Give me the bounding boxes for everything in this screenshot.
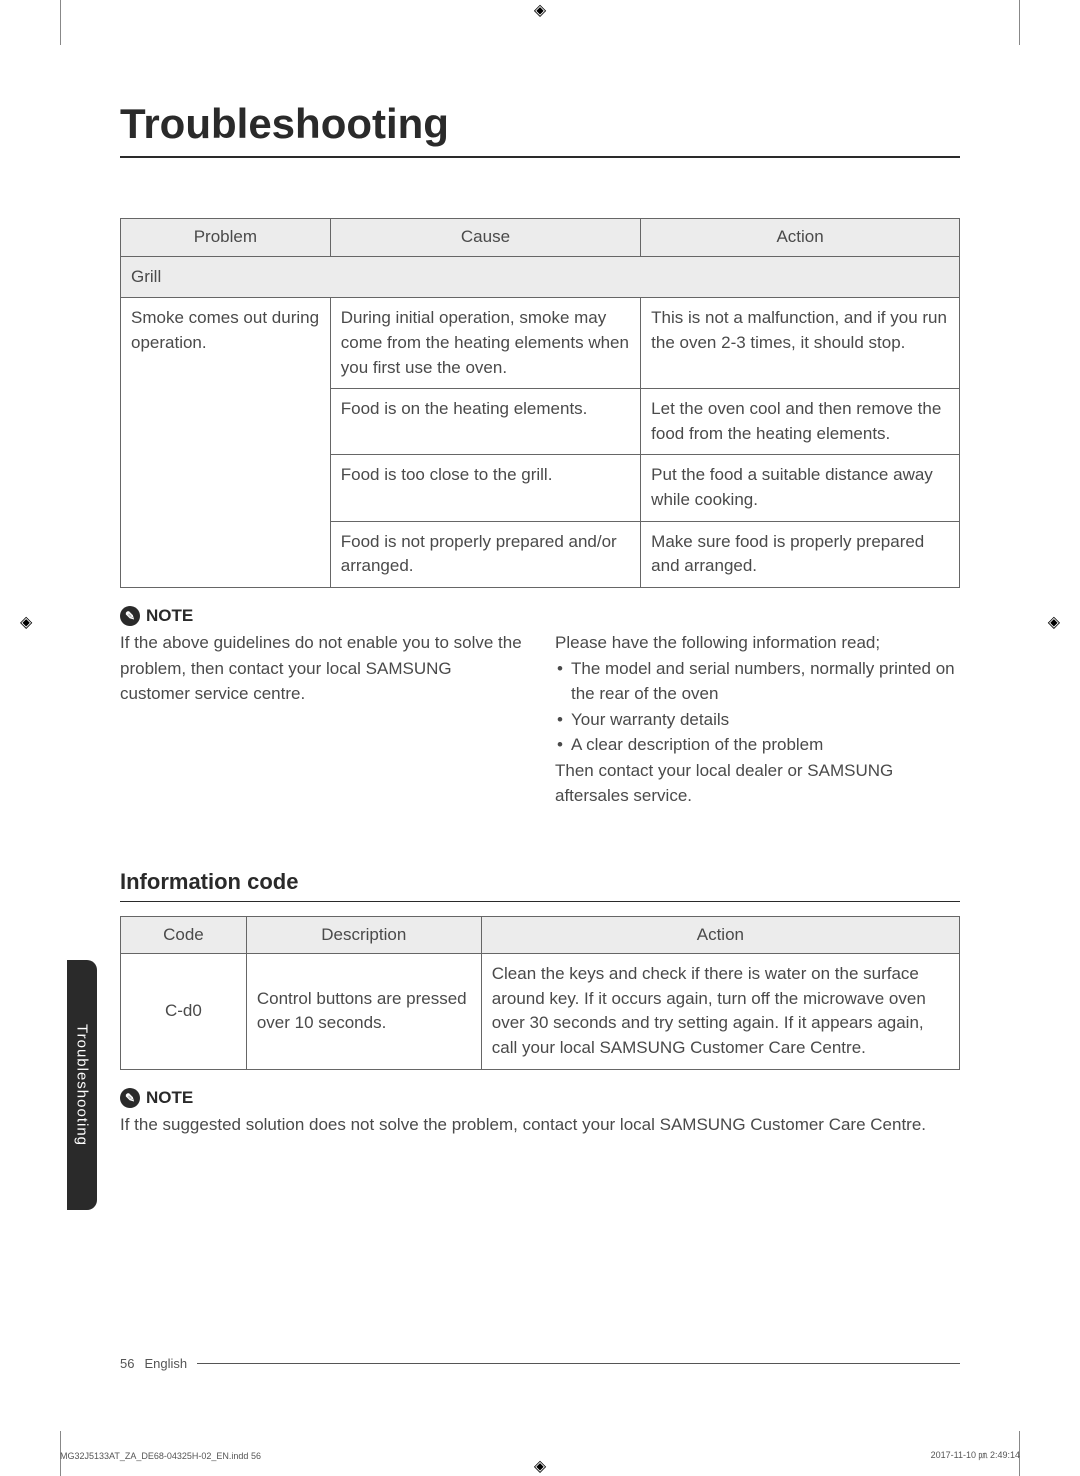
- note-right-outro: Then contact your local dealer or SAMSUN…: [555, 758, 960, 809]
- side-tab: Troubleshooting: [67, 960, 97, 1210]
- note-icon: ✎: [120, 1088, 140, 1108]
- table-header-action: Action: [641, 219, 960, 257]
- table-header-action: Action: [481, 916, 959, 954]
- table-header-cause: Cause: [330, 219, 640, 257]
- note-label: NOTE: [146, 1088, 193, 1108]
- table-cell-cause: Food is on the heating elements.: [330, 389, 640, 455]
- page-title: Troubleshooting: [120, 100, 960, 158]
- table-cell-action: Clean the keys and check if there is wat…: [481, 954, 959, 1070]
- troubleshooting-table: Problem Cause Action Grill Smoke comes o…: [120, 218, 960, 588]
- table-section-header: Grill: [121, 256, 960, 298]
- table-cell-action: Put the food a suitable distance away wh…: [641, 455, 960, 521]
- note-bullet: A clear description of the problem: [555, 732, 960, 758]
- crop-line: [60, 0, 61, 45]
- crop-mark-icon: [1048, 612, 1060, 632]
- table-cell-action: This is not a malfunction, and if you ru…: [641, 298, 960, 389]
- table-cell-cause: During initial operation, smoke may come…: [330, 298, 640, 389]
- crop-mark-icon: [500, 0, 580, 40]
- table-header-code: Code: [121, 916, 247, 954]
- note-header: ✎ NOTE: [120, 1088, 960, 1108]
- crop-mark-icon: [20, 612, 32, 632]
- page-lang: English: [144, 1356, 187, 1371]
- section-title: Information code: [120, 869, 960, 902]
- page-footer: 56 English: [120, 1356, 960, 1371]
- footer-line: [197, 1363, 960, 1364]
- note-bullet: The model and serial numbers, normally p…: [555, 656, 960, 707]
- crop-line: [1019, 0, 1020, 45]
- note-header: ✎ NOTE: [120, 606, 960, 626]
- note-left-text: If the above guidelines do not enable yo…: [120, 630, 525, 809]
- table-cell-problem: Smoke comes out during operation.: [121, 298, 331, 588]
- page-number: 56: [120, 1356, 134, 1371]
- note-bullet: Your warranty details: [555, 707, 960, 733]
- print-footer-left: MG32J5133AT_ZA_DE68-04325H-02_EN.indd 56: [60, 1451, 261, 1461]
- crop-mark-icon: [534, 1456, 546, 1476]
- table-cell-action: Make sure food is properly prepared and …: [641, 521, 960, 587]
- table-header-problem: Problem: [121, 219, 331, 257]
- note-right-intro: Please have the following information re…: [555, 630, 960, 656]
- note-label: NOTE: [146, 606, 193, 626]
- side-tab-label: Troubleshooting: [74, 1024, 91, 1146]
- note-text: If the suggested solution does not solve…: [120, 1112, 960, 1138]
- table-cell-action: Let the oven cool and then remove the fo…: [641, 389, 960, 455]
- note-block: ✎ NOTE If the above guidelines do not en…: [120, 606, 960, 809]
- table-cell-cause: Food is too close to the grill.: [330, 455, 640, 521]
- note-icon: ✎: [120, 606, 140, 626]
- note-block: ✎ NOTE If the suggested solution does no…: [120, 1088, 960, 1138]
- print-footer-right: 2017-11-10 ㏘ 2:49:14: [931, 1448, 1020, 1461]
- table-cell-cause: Food is not properly prepared and/or arr…: [330, 521, 640, 587]
- note-bullet-list: The model and serial numbers, normally p…: [555, 656, 960, 758]
- table-cell-desc: Control buttons are pressed over 10 seco…: [246, 954, 481, 1070]
- table-cell-code: C-d0: [121, 954, 247, 1070]
- table-header-desc: Description: [246, 916, 481, 954]
- info-code-table: Code Description Action C-d0 Control but…: [120, 916, 960, 1070]
